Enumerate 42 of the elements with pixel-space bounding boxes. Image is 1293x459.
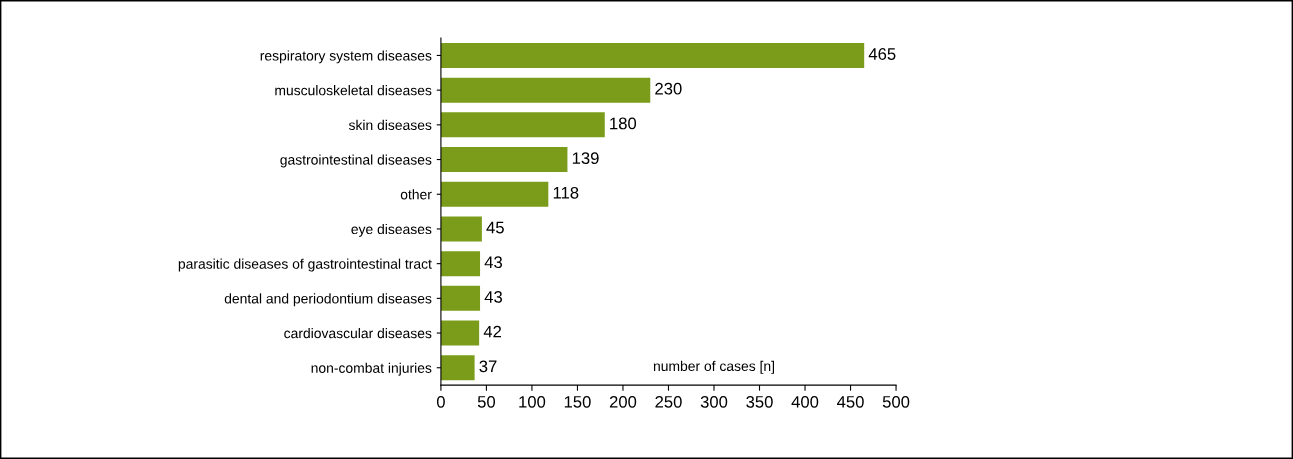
y-tick-label: non-combat injuries: [311, 362, 432, 376]
x-tick-label: 400: [791, 395, 819, 408]
data-label: 180: [610, 117, 637, 130]
x-tick-label: 50: [477, 395, 496, 408]
y-tick-label: respiratory system diseases: [260, 50, 432, 64]
x-tick-label: 500: [882, 395, 910, 408]
y-tick-label: cardiovascular diseases: [284, 328, 432, 339]
data-label: 43: [484, 291, 503, 303]
bar: [440, 320, 480, 346]
data-label: 118: [553, 186, 579, 199]
y-tick-label: eye diseases: [351, 223, 432, 237]
bar: [440, 112, 605, 138]
x-tick-label: 200: [609, 395, 637, 408]
x-tick-label: 100: [519, 395, 546, 408]
y-tick-label: parasitic diseases of gastrointestinal tract: [178, 258, 432, 272]
data-label: 42: [483, 325, 502, 338]
bar: [440, 77, 651, 103]
y-tick-label: dental and periodontium diseases: [224, 293, 432, 307]
x-tick-label: 450: [837, 395, 864, 408]
x-tick-label: 250: [655, 395, 682, 408]
y-tick-label: other: [400, 189, 432, 200]
data-label: 230: [655, 82, 682, 95]
x-tick-label: 150: [564, 395, 591, 408]
x-tick-label: 0: [436, 395, 445, 408]
y-tick-label: gastrointestinal diseases: [280, 154, 432, 168]
x-tick-label: 350: [746, 395, 773, 408]
data-label: 465: [868, 48, 896, 60]
x-tick-label: 300: [700, 395, 728, 408]
y-tick-label: skin diseases: [348, 119, 432, 131]
y-tick-label: musculoskeletal diseases: [275, 85, 432, 96]
bar: [440, 181, 549, 207]
data-label: 139: [572, 152, 599, 165]
x-axis-title: number of cases [n]: [653, 360, 774, 374]
data-label: 37: [479, 360, 497, 373]
bar: [440, 355, 475, 381]
data-label: 45: [486, 221, 504, 234]
bar: [440, 42, 865, 68]
data-label: 43: [484, 256, 503, 269]
bar: [440, 216, 482, 242]
bar: [440, 147, 568, 173]
bar: [440, 285, 481, 311]
bar: [440, 251, 481, 277]
